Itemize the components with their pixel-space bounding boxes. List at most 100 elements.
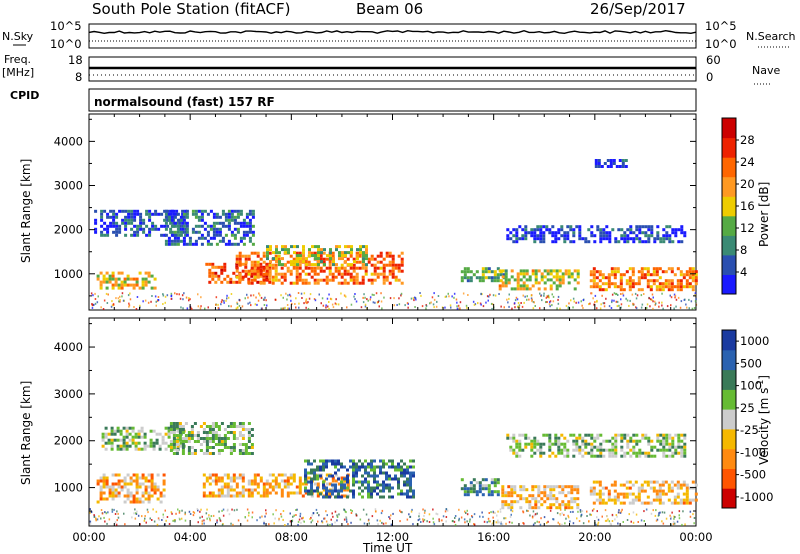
echo-cell — [355, 272, 359, 276]
noise-cell — [693, 522, 695, 525]
echo-cell — [251, 215, 255, 219]
echo-cell — [251, 233, 255, 237]
echo-cell — [289, 473, 293, 477]
noise-cell — [652, 300, 654, 303]
echo-cell — [292, 281, 296, 285]
noise-cell — [611, 293, 614, 296]
echo-cell — [560, 448, 564, 452]
echo-cell — [531, 272, 535, 276]
noise-cell — [223, 301, 225, 304]
echo-cell — [140, 447, 144, 451]
echo-cell — [319, 257, 323, 261]
echo-cell — [220, 449, 224, 452]
noise-cell — [489, 293, 491, 296]
echo-cell — [584, 451, 588, 455]
echo-cell — [362, 263, 365, 267]
noise-cell — [306, 302, 308, 305]
noise-cell — [422, 518, 424, 521]
echo-cell — [391, 275, 395, 279]
echo-cell — [592, 267, 596, 271]
echo-cell — [138, 482, 142, 486]
echo-cell — [120, 286, 124, 290]
echo-cell — [164, 426, 168, 430]
noise-cell — [482, 305, 485, 308]
noise-cell — [658, 301, 660, 304]
noise-cell — [197, 293, 199, 296]
echo-cell — [320, 248, 323, 252]
echo-cell — [235, 485, 239, 489]
echo-cell — [238, 272, 242, 276]
echo-cell — [138, 485, 142, 489]
echo-cell — [646, 285, 650, 289]
echo-cell — [533, 439, 537, 443]
noise-cell — [212, 514, 215, 517]
echo-cell — [316, 494, 320, 498]
noise-cell — [115, 523, 118, 526]
noise-cell — [291, 519, 294, 522]
echo-cell — [123, 476, 127, 480]
echo-cell — [181, 221, 185, 225]
echo-cell — [560, 442, 564, 446]
echo-cell — [493, 478, 497, 482]
echo-cell — [126, 473, 130, 477]
echo-cell — [683, 451, 687, 455]
echo-cell — [211, 262, 215, 266]
echo-cell — [241, 425, 245, 428]
noise-cell — [423, 511, 426, 514]
echo-cell — [569, 240, 573, 244]
echo-cell — [170, 215, 174, 219]
noise-cell — [226, 294, 228, 297]
noise-cell — [432, 303, 435, 306]
noise-cell — [377, 523, 379, 526]
echo-cell — [626, 228, 630, 232]
echo-cell — [613, 285, 617, 289]
echo-cell — [141, 476, 145, 480]
echo-cell — [232, 476, 236, 480]
echo-cell — [117, 479, 121, 483]
noise-cell — [209, 517, 211, 520]
noise-cell — [539, 523, 542, 526]
noise-cell — [532, 510, 535, 513]
echo-cell — [232, 488, 236, 492]
echo-cell — [599, 442, 603, 446]
noise-cell — [454, 515, 457, 517]
echo-cell — [649, 279, 653, 283]
echo-cell — [175, 209, 179, 213]
echo-cell — [367, 483, 370, 487]
noise-cell — [381, 521, 383, 524]
echo-cell — [311, 263, 314, 267]
echo-cell — [295, 272, 299, 276]
echo-cell — [680, 445, 684, 449]
echo-cell — [156, 485, 160, 489]
noise-cell — [184, 519, 187, 522]
echo-cell — [211, 271, 215, 275]
echo-cell — [373, 278, 377, 282]
echo-cell — [554, 442, 558, 446]
echo-cell — [617, 240, 621, 244]
echo-cell — [167, 426, 171, 430]
echo-cell — [658, 486, 662, 490]
echo-cell — [388, 269, 392, 273]
echo-cell — [307, 260, 311, 264]
echo-cell — [170, 224, 174, 228]
noise-cell — [382, 522, 385, 525]
noise-cell — [464, 510, 466, 513]
echo-cell — [373, 269, 377, 273]
echo-cell — [310, 266, 314, 270]
noise-cell — [183, 292, 185, 295]
echo-cell — [578, 228, 582, 232]
echo-cell — [671, 240, 675, 244]
echo-cell — [340, 275, 344, 279]
noise-cell — [609, 522, 612, 525]
echo-cell — [527, 231, 531, 235]
echo-cell — [131, 438, 135, 442]
noise-cell — [556, 512, 559, 515]
echo-cell — [676, 492, 680, 496]
noise-cell — [217, 306, 220, 309]
echo-cell — [373, 489, 376, 493]
echo-cell — [521, 433, 525, 437]
echo-cell — [552, 503, 556, 507]
echo-cell — [179, 444, 183, 448]
echo-cell — [662, 433, 666, 437]
noise-cell — [490, 511, 492, 514]
